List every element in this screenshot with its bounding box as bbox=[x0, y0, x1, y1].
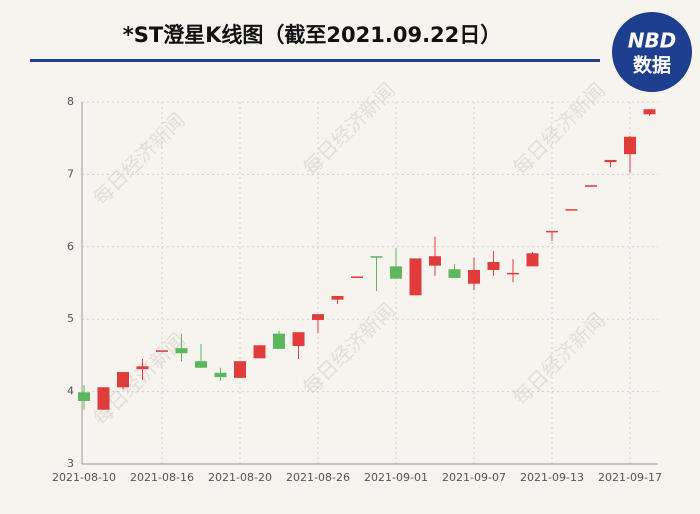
candle-body bbox=[214, 372, 227, 378]
candle-body bbox=[156, 350, 168, 352]
candle-body bbox=[624, 136, 636, 155]
y-tick-label: 6 bbox=[67, 240, 74, 253]
candle-body bbox=[136, 366, 149, 370]
logo-bottom: 数据 bbox=[633, 54, 671, 77]
candle-body bbox=[312, 314, 324, 320]
candle-body bbox=[292, 332, 305, 346]
candle-body bbox=[643, 109, 656, 115]
candle-body bbox=[487, 262, 500, 270]
watermark: 每日经济新闻 bbox=[298, 78, 400, 180]
y-tick-label: 7 bbox=[67, 167, 74, 180]
watermark: 每日经济新闻 bbox=[508, 78, 610, 180]
watermark: 每日经济新闻 bbox=[508, 308, 610, 410]
watermark: 每日经济新闻 bbox=[298, 298, 400, 400]
candle-body bbox=[117, 372, 129, 388]
candle-body bbox=[78, 392, 90, 402]
x-tick-label: 2021-08-10 bbox=[52, 471, 116, 484]
candle-body bbox=[565, 209, 578, 211]
logo-top: NBD bbox=[628, 29, 677, 53]
candle-body bbox=[546, 230, 558, 233]
candle-body bbox=[526, 253, 539, 267]
candle-body bbox=[468, 269, 480, 284]
x-tick-label: 2021-09-01 bbox=[364, 471, 428, 484]
logo bbox=[612, 12, 692, 92]
y-tick-label: 4 bbox=[67, 385, 74, 398]
chart-title: *ST澄星K线图（截至2021.09.22日） bbox=[123, 23, 502, 47]
candle-body bbox=[234, 361, 246, 378]
candle-body bbox=[273, 333, 285, 349]
y-tick-label: 3 bbox=[67, 457, 74, 470]
candle-body bbox=[370, 256, 383, 258]
y-tick-label: 8 bbox=[67, 95, 74, 108]
x-tick-label: 2021-08-20 bbox=[208, 471, 272, 484]
watermark: 每日经济新闻 bbox=[88, 328, 190, 430]
candle-body bbox=[448, 269, 461, 278]
candle-body bbox=[507, 272, 519, 275]
candle-body bbox=[253, 345, 266, 359]
candle-body bbox=[195, 361, 207, 368]
candle-body bbox=[585, 185, 597, 187]
candle-body bbox=[97, 387, 110, 410]
candle-body bbox=[390, 266, 402, 279]
candle-body bbox=[604, 159, 617, 163]
x-tick-label: 2021-09-07 bbox=[442, 471, 506, 484]
candle-body bbox=[409, 258, 422, 296]
title-rule bbox=[30, 59, 600, 62]
x-tick-label: 2021-09-13 bbox=[520, 471, 584, 484]
x-tick-label: 2021-09-17 bbox=[598, 471, 662, 484]
x-tick-label: 2021-08-26 bbox=[286, 471, 350, 484]
watermark: 每日经济新闻 bbox=[88, 108, 190, 210]
x-tick-label: 2021-08-16 bbox=[130, 471, 194, 484]
candle-body bbox=[331, 296, 344, 300]
candle-body bbox=[429, 256, 441, 266]
y-tick-label: 5 bbox=[67, 312, 74, 325]
candle-body bbox=[175, 348, 188, 354]
candle-body bbox=[351, 276, 363, 278]
